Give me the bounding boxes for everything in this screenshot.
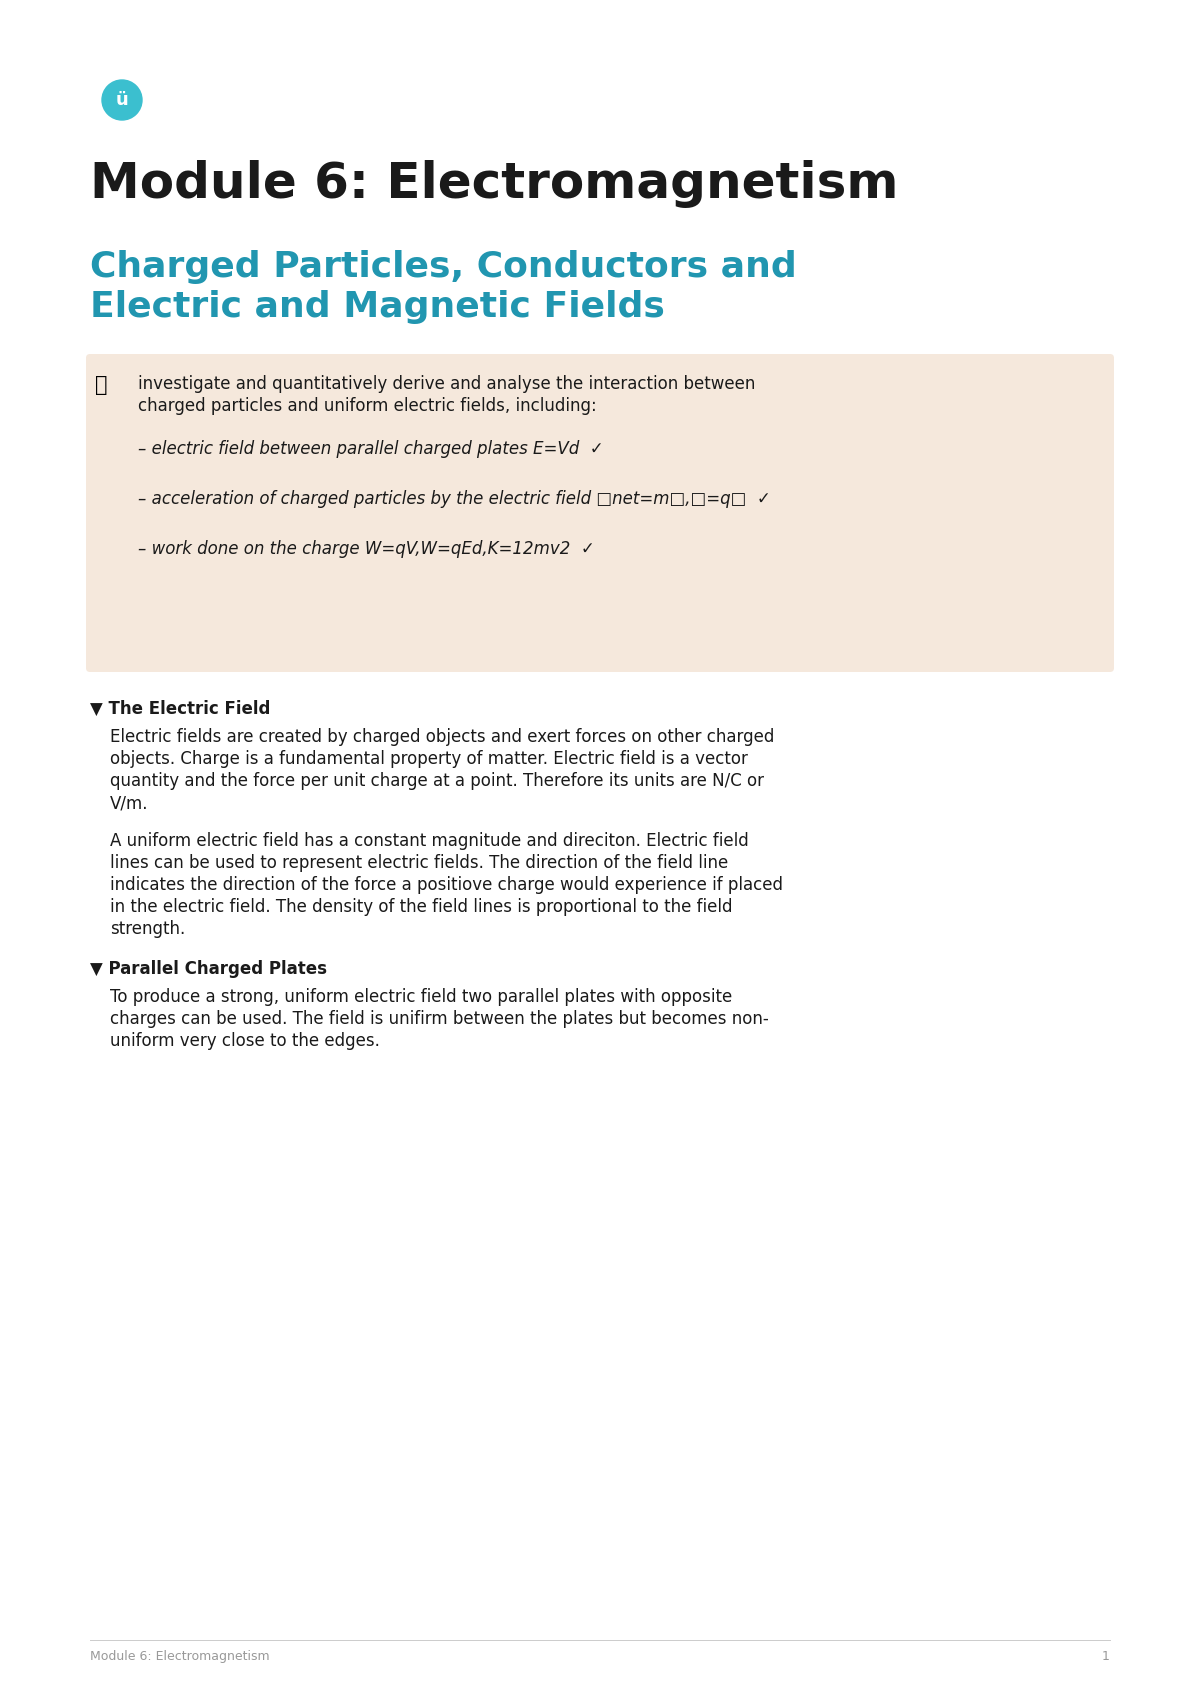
Text: objects. Charge is a fundamental property of matter. Electric field is a vector: objects. Charge is a fundamental propert… — [110, 751, 748, 767]
FancyBboxPatch shape — [86, 353, 1114, 672]
Text: Charged Particles, Conductors and: Charged Particles, Conductors and — [90, 250, 797, 284]
Circle shape — [102, 80, 142, 121]
Text: 1: 1 — [1102, 1650, 1110, 1662]
Text: charges can be used. The field is unifirm between the plates but becomes non-: charges can be used. The field is unifir… — [110, 1010, 769, 1027]
Text: – electric field between parallel charged plates E=Vd  ✓: – electric field between parallel charge… — [138, 440, 604, 458]
Text: – acceleration of charged particles by the electric field □net=m□,□=q□  ✓: – acceleration of charged particles by t… — [138, 491, 770, 508]
Text: 📖: 📖 — [95, 375, 108, 396]
Text: A uniform electric field has a constant magnitude and direciton. Electric field: A uniform electric field has a constant … — [110, 832, 749, 851]
Text: charged particles and uniform electric fields, including:: charged particles and uniform electric f… — [138, 397, 596, 414]
Text: quantity and the force per unit charge at a point. Therefore its units are N/C o: quantity and the force per unit charge a… — [110, 773, 764, 790]
Text: Module 6: Electromagnetism: Module 6: Electromagnetism — [90, 1650, 270, 1662]
Text: lines can be used to represent electric fields. The direction of the field line: lines can be used to represent electric … — [110, 854, 728, 873]
Text: ▼ Parallel Charged Plates: ▼ Parallel Charged Plates — [90, 959, 326, 978]
Text: investigate and quantitatively derive and analyse the interaction between: investigate and quantitatively derive an… — [138, 375, 755, 392]
Text: indicates the direction of the force a positiove charge would experience if plac: indicates the direction of the force a p… — [110, 876, 784, 895]
Text: Electric fields are created by charged objects and exert forces on other charged: Electric fields are created by charged o… — [110, 728, 774, 745]
Text: Electric and Magnetic Fields: Electric and Magnetic Fields — [90, 290, 665, 324]
Text: uniform very close to the edges.: uniform very close to the edges. — [110, 1032, 380, 1049]
Text: To produce a strong, uniform electric field two parallel plates with opposite: To produce a strong, uniform electric fi… — [110, 988, 732, 1005]
Text: in the electric field. The density of the field lines is proportional to the fie: in the electric field. The density of th… — [110, 898, 732, 915]
Text: strength.: strength. — [110, 920, 185, 937]
Text: V/m.: V/m. — [110, 795, 149, 812]
Text: ü: ü — [115, 92, 128, 109]
Text: Module 6: Electromagnetism: Module 6: Electromagnetism — [90, 160, 899, 207]
Text: ▼ The Electric Field: ▼ The Electric Field — [90, 700, 270, 718]
Text: – work done on the charge W=qV,W=qEd,K=12mv2  ✓: – work done on the charge W=qV,W=qEd,K=1… — [138, 540, 595, 559]
